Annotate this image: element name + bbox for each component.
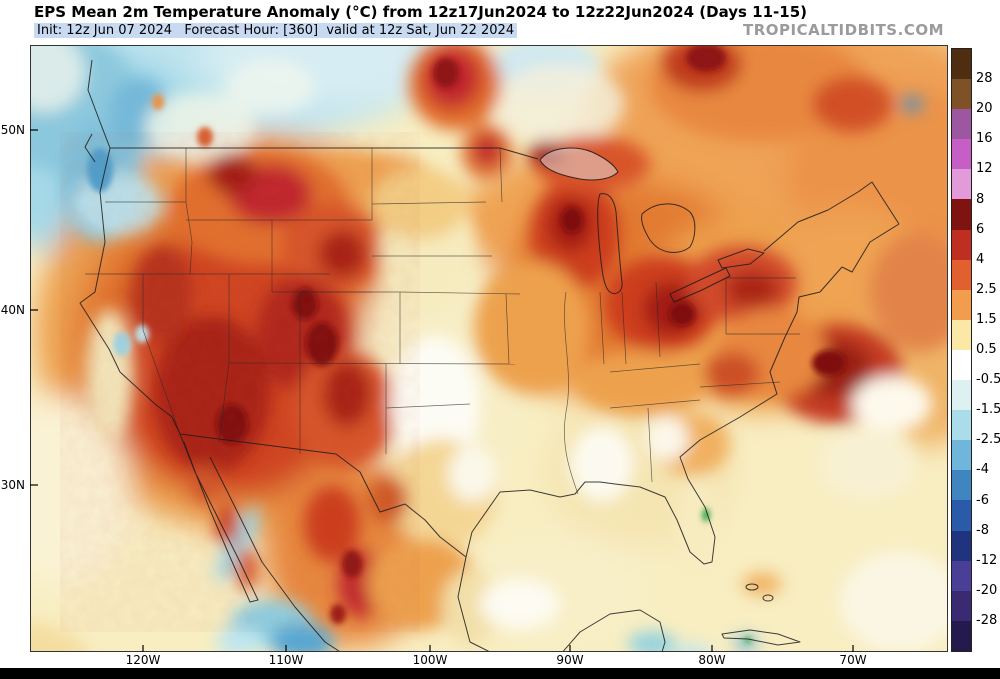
colorbar-tick-label: 2.5 [976,281,997,297]
colorbar [951,48,972,652]
colorbar-tick-label: 1.5 [976,311,997,327]
lon-label: 110W [268,653,304,667]
colorbar-tick-label: 28 [976,71,993,87]
lon-label: 100W [412,653,448,667]
colorbar-tick-label: 12 [976,161,993,177]
colorbar-segment [952,139,971,170]
colorbar-tick-label: 20 [976,101,993,117]
lat-label: 40N [0,303,25,317]
lon-label: 70W [839,653,867,667]
lon-labels: 120W 110W 100W 90W 80W 70W [0,653,1000,668]
colorbar-segment [952,259,971,290]
state-boundaries [85,147,800,495]
page-title: EPS Mean 2m Temperature Anomaly (°C) fro… [34,3,807,21]
init-line-text: Init: 12z Jun 07 2024 Forecast Hour: [36… [34,23,518,38]
colorbar-tick-label: -2.5 [976,432,1000,448]
lon-label: 80W [698,653,726,667]
terrain-grain-overlay [60,132,420,632]
colorbar-tick-label: -8 [976,522,989,538]
colorbar-tick-label: -4 [976,462,989,478]
lon-label: 90W [556,653,584,667]
colorbar-segment [952,590,971,621]
colorbar-segment [952,49,971,80]
map-frame [30,45,948,652]
colorbar-tick-label: -6 [976,492,989,508]
colorbar-segment [952,620,971,651]
colorbar-tick-label: -12 [976,552,998,568]
colorbar-tick-label: 4 [976,251,985,267]
axis-ticks [30,129,854,652]
colorbar-segment [952,560,971,591]
colorbar-tick-label: -28 [976,612,998,628]
colorbar-segment [952,79,971,110]
colorbar-segment [952,229,971,260]
colorbar-segment [952,500,971,531]
colorbar-segment [952,349,971,381]
lon-label: 120W [125,653,161,667]
colorbar-segment [952,319,971,350]
init-line: Init: 12z Jun 07 2024 Forecast Hour: [36… [34,23,518,38]
lat-label: 30N [0,478,25,492]
colorbar-segment [952,289,971,320]
lat-labels: 50N 40N 30N [0,0,27,679]
coastlines-borders [79,59,900,652]
colorbar-segment [952,440,971,471]
colorbar-segment [952,410,971,441]
colorbar-tick-label: 8 [976,191,985,207]
colorbar-segment [952,470,971,501]
colorbar-segment [952,169,971,200]
colorbar-tick-label: -20 [976,582,998,598]
anomaly-map [30,45,948,652]
lat-label: 50N [0,123,25,137]
colorbar-segment [952,380,971,411]
colorbar-labels: 28 20 16 12 8 6 4 2.5 1.5 0.5 -0.5 -1.5 -2.5 -4 -6 -8 -1… [976,0,1000,679]
colorbar-segment [952,530,971,561]
watermark: TROPICALTIDBITS.COM [743,21,944,39]
colorbar-tick-label: -0.5 [976,372,1000,388]
colorbar-tick-label: 0.5 [976,342,997,357]
bottom-black-bar [0,668,1000,679]
colorbar-segment [952,199,971,230]
colorbar-tick-label: -1.5 [976,402,1000,418]
colorbar-tick-label: 6 [976,221,985,237]
colorbar-tick-label: 16 [976,131,993,147]
colorbar-segment [952,109,971,140]
